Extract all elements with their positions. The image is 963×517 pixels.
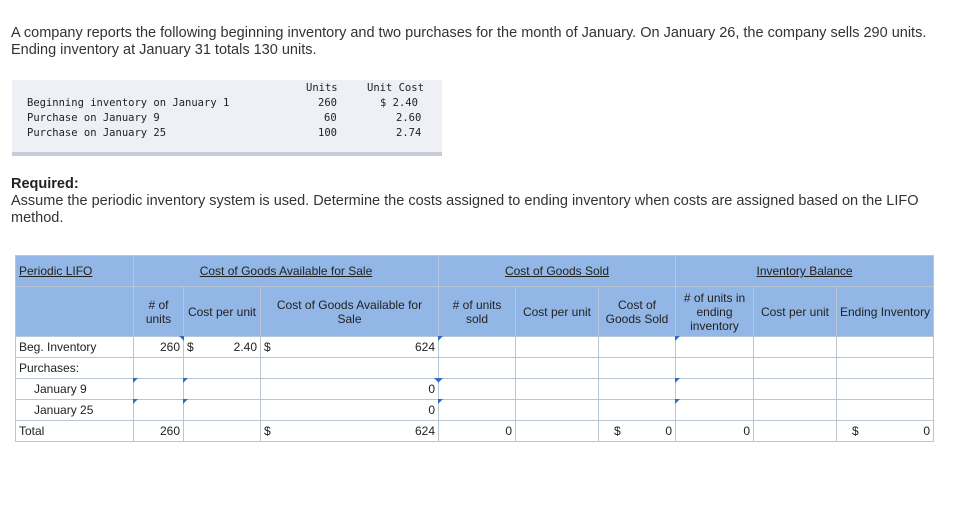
empty-cell (753, 357, 837, 379)
given-row-cost: $ 2.40 (380, 97, 418, 109)
row-label: Total (15, 420, 134, 442)
given-row-units: 60 (324, 112, 337, 124)
jan9-cost-input[interactable] (183, 378, 261, 400)
beg-units-ending-input[interactable] (675, 336, 754, 358)
col-units-ending: # of units in ending inventory (675, 286, 754, 337)
given-data-box: Units Unit Cost Beginning inventory on J… (12, 80, 442, 156)
beg-total-cell: $624 (260, 336, 439, 358)
row-label: Purchases: (15, 357, 134, 379)
cogas-group-header: Cost of Goods Available for Sale (133, 255, 439, 287)
beg-cost-cell: $2.40 (183, 336, 261, 358)
table-row: January 9 0 (15, 378, 935, 400)
total-ending-units: 0 (675, 420, 754, 442)
jan25-units-sold-input[interactable] (438, 399, 516, 421)
col-cogas: Cost of Goods Available for Sale (260, 286, 439, 337)
jan9-units-ending-input[interactable] (675, 378, 754, 400)
table-row: Total 260 $624 0 $0 0 $0 (15, 420, 935, 442)
jan9-units-input[interactable] (133, 378, 184, 400)
col-cost-per-unit-sold: Cost per unit (515, 286, 599, 337)
empty-cell (675, 357, 754, 379)
given-row-units: 100 (318, 127, 337, 139)
given-row-label: Purchase on January 25 (27, 127, 167, 139)
jan25-cogs (598, 399, 676, 421)
col-units: # of units (133, 286, 184, 337)
beg-ending (835, 336, 935, 358)
col-cost-per-unit-ending: Cost per unit (753, 286, 837, 337)
total-units-sold: 0 (438, 420, 516, 442)
required-heading: Required: (11, 176, 79, 192)
jan9-ending-cost (753, 378, 837, 400)
table-row: Beg. Inventory 260 $2.40 $624 (15, 336, 935, 358)
col-cost-per-unit: Cost per unit (183, 286, 261, 337)
total-cost-blank (183, 420, 261, 442)
given-row-label: Purchase on January 9 (27, 112, 160, 124)
jan9-units-sold-input[interactable] (438, 378, 516, 400)
empty-cell (133, 357, 184, 379)
jan9-cogs (598, 378, 676, 400)
blank-header (15, 286, 134, 337)
jan25-sold-cost (515, 399, 599, 421)
col-units-sold: # of units sold (438, 286, 516, 337)
given-row-label: Beginning inventory on January 1 (27, 97, 230, 109)
jan25-cost-input[interactable] (183, 399, 261, 421)
beg-ending-cost (753, 336, 837, 358)
col-ending-inventory: Ending Inventory (835, 286, 935, 337)
beg-cogs (598, 336, 676, 358)
empty-cell (183, 357, 261, 379)
table-row: January 25 0 (15, 399, 935, 421)
empty-cell (515, 357, 599, 379)
unit-cost-header: Unit Cost (367, 82, 424, 94)
total-ending-cell: $0 (835, 420, 935, 442)
row-label: January 25 (15, 399, 134, 421)
empty-cell (598, 357, 676, 379)
periodic-lifo-table: Periodic LIFO Cost of Goods Available fo… (15, 255, 935, 442)
balance-group-header: Inventory Balance (674, 255, 935, 287)
table-title: Periodic LIFO (15, 255, 134, 287)
jan25-ending (835, 399, 935, 421)
beg-units-sold-input[interactable] (438, 336, 516, 358)
given-row-cost: 2.74 (396, 127, 422, 139)
empty-cell (260, 357, 439, 379)
cogs-group-header: Cost of Goods Sold (438, 255, 676, 287)
total-cogas-cell: $624 (260, 420, 439, 442)
jan25-total: 0 (260, 399, 439, 421)
problem-statement: A company reports the following beginnin… (11, 25, 927, 58)
jan25-units-ending-input[interactable] (675, 399, 754, 421)
jan25-units-input[interactable] (133, 399, 184, 421)
jan9-sold-cost (515, 378, 599, 400)
empty-cell (438, 357, 516, 379)
beg-sold-cost (515, 336, 599, 358)
table-row: Purchases: (15, 357, 935, 379)
beg-units: 260 (133, 336, 185, 358)
given-row-units: 260 (318, 97, 337, 109)
total-sold-cost-blank (515, 420, 599, 442)
given-row-cost: 2.60 (396, 112, 422, 124)
jan9-total: 0 (260, 378, 440, 400)
empty-cell (835, 357, 935, 379)
total-units: 260 (133, 420, 184, 442)
row-label: Beg. Inventory (15, 336, 134, 358)
units-header: Units (306, 82, 338, 94)
jan9-ending (835, 378, 935, 400)
col-cogs: Cost of Goods Sold (598, 286, 676, 337)
total-cogs-cell: $0 (598, 420, 676, 442)
required-text: Assume the periodic inventory system is … (11, 193, 919, 226)
required-section: Required: Assume the periodic inventory … (11, 176, 946, 227)
total-ending-cost-blank (753, 420, 837, 442)
row-label: January 9 (15, 378, 134, 400)
jan25-ending-cost (753, 399, 837, 421)
